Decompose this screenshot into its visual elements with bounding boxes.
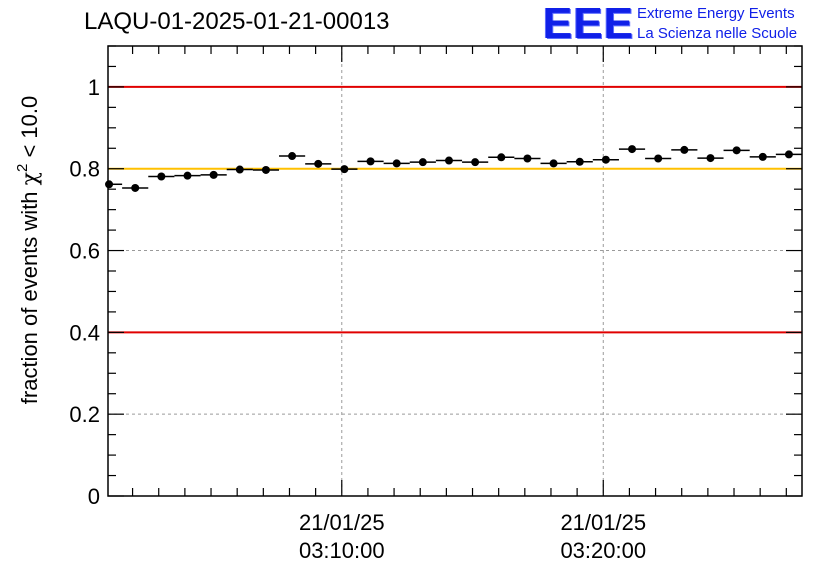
data-point	[758, 152, 767, 161]
data-layer	[105, 145, 802, 192]
data-point	[392, 159, 401, 168]
data-point	[261, 165, 270, 174]
plot-frame	[107, 45, 803, 497]
data-point	[523, 154, 532, 163]
x-tick-label-time: 03:10:00	[299, 538, 385, 563]
data-point	[601, 155, 610, 164]
y-tick-label: 0.6	[69, 239, 100, 264]
x-tick-label-time: 03:20:00	[560, 538, 646, 563]
logo-line-2: La Scienza nelle Scuole	[637, 25, 798, 42]
chart-title: LAQU-01-2025-01-21-00013	[84, 8, 390, 35]
y-axis-label-prefix: fraction of events with	[17, 185, 42, 404]
data-point	[549, 159, 558, 168]
x-tick-label-date: 21/01/25	[299, 510, 385, 535]
grid-layer	[108, 46, 802, 496]
y-axis-label-symbol: χ	[18, 172, 43, 185]
data-point	[209, 170, 218, 179]
data-point	[654, 154, 663, 163]
y-tick-label: 0.8	[69, 157, 100, 182]
data-point	[706, 154, 715, 163]
data-point	[680, 145, 689, 154]
data-point	[575, 157, 584, 166]
eee-logo-text: Extreme Energy Events La Scienza nelle S…	[637, 4, 797, 44]
data-point	[497, 153, 506, 162]
y-axis-label-suffix: < 10.0	[17, 96, 42, 164]
data-point	[131, 183, 140, 192]
data-point	[157, 172, 166, 181]
data-point	[340, 165, 349, 174]
y-tick-label: 0	[88, 484, 100, 509]
axis-layer: 0 0.2 0.4 0.6 0.8 1 21/01/25 03:10:00 21/01/25 03…	[69, 45, 803, 563]
data-point	[784, 150, 793, 159]
y-tick-label: 0.2	[69, 402, 100, 427]
data-point	[366, 157, 375, 166]
data-point	[471, 158, 480, 167]
x-tick-label-date: 21/01/25	[560, 510, 646, 535]
data-point	[314, 159, 323, 168]
y-tick-label: 0.4	[69, 320, 100, 345]
eee-logo-mark: EEE	[543, 0, 635, 48]
data-point	[235, 165, 244, 174]
reference-line-layer	[108, 85, 802, 334]
y-axis-label: fraction of events with χ2 < 10.0	[14, 96, 43, 404]
data-point	[418, 158, 427, 167]
data-point	[288, 152, 297, 161]
y-axis-label-exponent: 2	[14, 164, 31, 172]
data-point	[628, 145, 637, 154]
data-point	[105, 180, 114, 189]
data-point	[444, 156, 453, 165]
y-tick-label: 1	[88, 75, 100, 100]
logo-line-1: Extreme Energy Events	[637, 5, 795, 22]
data-point	[183, 171, 192, 180]
data-point	[732, 146, 741, 155]
